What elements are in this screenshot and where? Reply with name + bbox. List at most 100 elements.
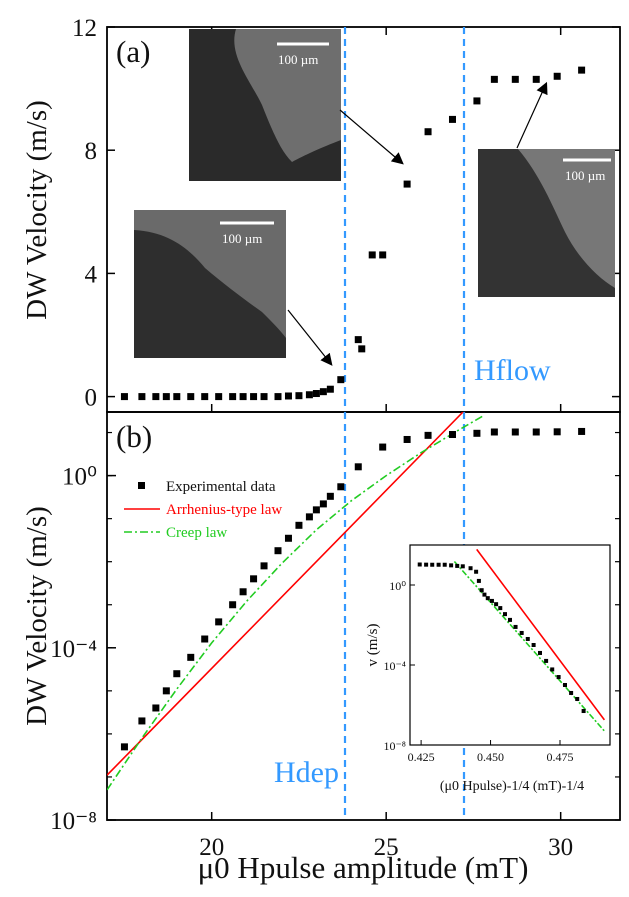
inset-data-point <box>575 697 579 701</box>
panel-a-data-point <box>215 393 222 400</box>
panel-a-data-point <box>313 390 320 397</box>
panel-b-data-point <box>306 513 313 520</box>
inset-data-point <box>449 563 453 567</box>
inset-data-point <box>498 606 502 610</box>
inset-data-point <box>526 637 530 641</box>
inset-data-point <box>430 563 434 567</box>
panel-b-data-point <box>285 535 292 542</box>
inset-data-point <box>486 596 490 600</box>
x-axis-label: μ0 Hpulse amplitude (mT) <box>198 850 529 885</box>
legend-label-creep: Creep law <box>166 525 227 541</box>
inset-data-point <box>503 612 507 616</box>
panel-b-data-point <box>512 428 519 435</box>
inset-data-point <box>443 563 447 567</box>
inset-data-point <box>544 659 548 663</box>
inset-y-tick-label: 10⁻⁸ <box>383 739 406 753</box>
panel-b-data-point <box>152 704 159 711</box>
panel-b-data-point <box>313 506 320 513</box>
panel-a-data-point <box>261 393 268 400</box>
panel-a-data-point <box>358 345 365 352</box>
legend-label-arrhenius: Arrhenius-type law <box>166 502 282 518</box>
panel-a-label: (a) <box>116 34 150 69</box>
panel-a-data-point <box>306 391 313 398</box>
inset-y-axis-label: v (m/s) <box>365 624 381 667</box>
arrow-to-top-inset <box>340 110 402 163</box>
panel-a-data-point <box>201 393 208 400</box>
panel-a-data-point <box>404 181 411 188</box>
inset-plot: 10⁻⁸ 10⁻⁴ 10⁰ 0.425 0.450 0.475 v (m/s) (μ0 … <box>365 545 610 794</box>
panel-b-data-point <box>578 428 585 435</box>
inset-x-tick-label: 0.475 <box>547 750 574 764</box>
inset-data-point <box>508 618 512 622</box>
panel-a-y-tick-label: 4 <box>85 261 98 288</box>
panel-b-data-point <box>275 547 282 554</box>
panel-b-data-point <box>337 483 344 490</box>
inset-data-point <box>437 563 441 567</box>
inset-x-axis-label: (μ0 Hpulse)-1/4 (mT)-1/4 <box>440 779 584 794</box>
micrograph-inset-top: 100 µm <box>189 29 341 181</box>
inset-data-point <box>538 651 542 655</box>
inset-y-tick-label: 10⁻⁴ <box>383 659 406 673</box>
panel-b-data-point <box>355 463 362 470</box>
panel-b: 10⁻⁸ 10⁻⁴ 10⁰ 20 25 30 (b) DW Velocity (m/s)… <box>21 412 620 861</box>
panel-a-data-point <box>533 76 540 83</box>
inset-data-point <box>557 675 561 679</box>
inset-data-point <box>582 709 586 713</box>
inset-data-point <box>520 631 524 635</box>
panel-b-data-point <box>473 430 480 437</box>
panel-b-y-tick-label: 10⁻⁴ <box>50 636 97 663</box>
inset-data-point <box>563 683 567 687</box>
panel-a-data-point <box>491 76 498 83</box>
arrow-to-right-inset <box>517 84 546 148</box>
panel-b-data-point <box>121 743 128 750</box>
inset-data-point <box>455 564 459 568</box>
panel-b-y-tick-label: 10⁰ <box>62 464 97 491</box>
panel-a-data-point <box>285 392 292 399</box>
inset-data-point <box>532 643 536 647</box>
inset-data-point <box>494 602 498 606</box>
panel-a-data-point <box>121 393 128 400</box>
panel-a-data-point <box>275 393 282 400</box>
panel-b-data-point <box>240 588 247 595</box>
inset-data-point <box>490 599 494 603</box>
panel-a-data-point <box>578 67 585 74</box>
panel-b-data-point <box>379 444 386 451</box>
arrow-to-left-inset <box>288 310 331 364</box>
panel-b-data-point <box>187 654 194 661</box>
panel-b-label: (b) <box>116 419 152 454</box>
inset-data-point <box>461 564 465 568</box>
panel-a-data-point <box>473 97 480 104</box>
inset-data-point <box>424 563 428 567</box>
panel-a-data-point <box>320 388 327 395</box>
inset-data-point <box>418 562 422 566</box>
panel-b-data-point <box>404 436 411 443</box>
panel-a-y-tick-label: 8 <box>85 138 98 165</box>
inset-data-point <box>474 570 478 574</box>
panel-b-data-point <box>201 636 208 643</box>
panel-a-data-point <box>554 73 561 80</box>
panel-a-data-point <box>425 128 432 135</box>
panel-b-data-point <box>138 717 145 724</box>
panel-b-data-point <box>173 670 180 677</box>
scale-bar-label-left: 100 µm <box>222 231 262 246</box>
panel-a-data-point <box>229 393 236 400</box>
inset-y-tick-label: 10⁰ <box>389 579 406 593</box>
panel-a-data-point <box>152 393 159 400</box>
panel-a-data-point <box>337 376 344 383</box>
panel-b-data-point <box>554 428 561 435</box>
scale-bar-label-top: 100 µm <box>278 52 318 67</box>
panel-a-data-point <box>240 393 247 400</box>
panel-a-data-point <box>512 76 519 83</box>
panel-a-data-point <box>449 116 456 123</box>
inset-data-point <box>482 593 486 597</box>
micrograph-inset-right: 100 µm <box>478 149 615 297</box>
panel-b-data-point <box>449 431 456 438</box>
panel-a-data-point <box>173 393 180 400</box>
inset-data-point <box>514 625 518 629</box>
scale-bar-label-right: 100 µm <box>565 168 605 183</box>
inset-data-point <box>477 579 481 583</box>
panel-a-y-axis-label: DW Velocity (m/s) <box>21 100 53 320</box>
panel-a-data-point <box>379 251 386 258</box>
panel-a-data-point <box>250 393 257 400</box>
panel-b-data-point <box>261 562 268 569</box>
